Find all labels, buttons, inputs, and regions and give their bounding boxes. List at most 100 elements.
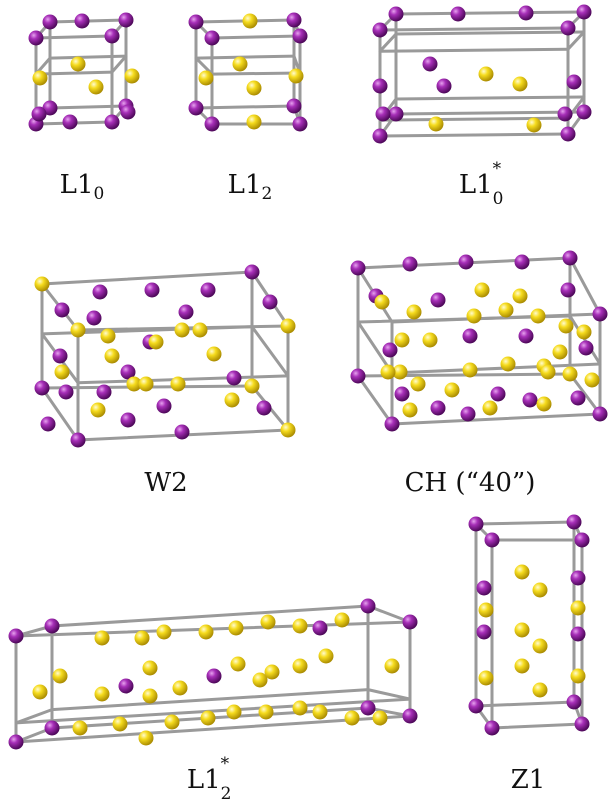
yellow-atom — [70, 56, 86, 72]
yellow-atom — [264, 664, 280, 680]
purple-atom — [350, 368, 366, 384]
yellow-atom — [292, 618, 308, 634]
yellow-atom — [570, 600, 586, 616]
yellow-atom — [422, 332, 438, 348]
yellow-atom — [584, 372, 600, 388]
cell-edge — [40, 270, 254, 286]
cell-edge — [568, 372, 602, 416]
cell-edge — [14, 714, 412, 744]
purple-atom — [375, 106, 391, 122]
purple-atom — [394, 386, 410, 402]
cell-edge — [394, 110, 586, 116]
yellow-atom — [134, 630, 150, 646]
purple-atom — [372, 128, 388, 144]
label-ch40: CH (“40”) — [404, 468, 536, 498]
cell-edge — [378, 116, 570, 122]
cell-edge — [34, 34, 114, 40]
purple-atom — [34, 380, 50, 396]
yellow-atom — [372, 710, 388, 726]
yellow-atom — [552, 344, 568, 360]
structure-z1 — [468, 514, 590, 736]
purple-atom — [54, 302, 70, 318]
yellow-atom — [392, 364, 408, 380]
purple-atom — [570, 626, 586, 642]
yellow-atom — [32, 684, 48, 700]
purple-atom — [570, 390, 586, 406]
yellow-atom — [532, 638, 548, 654]
yellow-atom — [226, 704, 242, 720]
structure-l10 — [28, 12, 140, 132]
yellow-atom — [34, 276, 50, 292]
purple-atom — [58, 384, 74, 400]
purple-atom — [144, 282, 160, 298]
purple-atom — [188, 14, 204, 30]
yellow-atom — [192, 322, 208, 338]
structure-l12-star — [8, 598, 418, 750]
purple-atom — [286, 98, 302, 114]
purple-atom — [382, 342, 398, 358]
purple-atom — [430, 400, 446, 416]
purple-atom — [120, 104, 136, 120]
yellow-atom — [288, 68, 304, 84]
yellow-atom — [514, 622, 530, 638]
purple-atom — [450, 6, 466, 22]
yellow-atom — [514, 658, 530, 674]
yellow-atom — [88, 79, 104, 95]
purple-atom — [286, 12, 302, 28]
yellow-atom — [292, 658, 308, 674]
purple-atom — [204, 116, 220, 132]
yellow-atom — [124, 68, 140, 84]
purple-atom — [574, 532, 590, 548]
yellow-atom — [482, 400, 498, 416]
purple-atom — [570, 570, 586, 586]
yellow-atom — [478, 602, 494, 618]
yellow-atom — [474, 282, 490, 298]
purple-atom — [384, 416, 400, 432]
cell-edge — [394, 95, 586, 101]
yellow-atom — [242, 13, 258, 29]
yellow-atom — [500, 356, 516, 372]
yellow-atom — [344, 710, 360, 726]
purple-atom — [62, 114, 78, 130]
yellow-atom — [312, 704, 328, 720]
cell-edge — [34, 70, 114, 76]
label-z1: Z1 — [510, 765, 546, 795]
cell-edge — [474, 520, 576, 526]
yellow-atom — [72, 720, 88, 736]
purple-atom — [462, 328, 478, 344]
yellow-atom — [198, 624, 214, 640]
purple-atom — [402, 708, 418, 724]
yellow-atom — [292, 700, 308, 716]
yellow-atom — [156, 624, 172, 640]
purple-atom — [566, 74, 582, 90]
cell-edge — [356, 374, 394, 426]
yellow-atom — [512, 76, 528, 92]
yellow-atom — [428, 116, 444, 132]
purple-atom — [476, 624, 492, 640]
cell-edge — [390, 412, 602, 426]
yellow-atom — [244, 378, 260, 394]
purple-atom — [8, 734, 24, 750]
purple-atom — [522, 392, 538, 408]
yellow-atom — [462, 362, 478, 378]
cell-edge — [390, 362, 602, 375]
purple-atom — [578, 340, 594, 356]
purple-atom — [402, 256, 418, 272]
yellow-atom — [532, 582, 548, 598]
purple-atom — [388, 6, 404, 22]
cell-edge — [394, 30, 586, 36]
cell-edge — [568, 256, 602, 316]
cell-edge — [40, 386, 80, 442]
cell-edge — [48, 104, 128, 110]
yellow-atom — [228, 620, 244, 636]
yellow-atom — [198, 70, 214, 86]
purple-atom — [360, 598, 376, 614]
purple-atom — [118, 678, 134, 694]
purple-atom — [430, 292, 446, 308]
purple-atom — [562, 250, 578, 266]
yellow-atom — [576, 324, 592, 340]
purple-atom — [566, 514, 582, 530]
purple-atom — [458, 254, 474, 270]
yellow-atom — [32, 70, 48, 86]
